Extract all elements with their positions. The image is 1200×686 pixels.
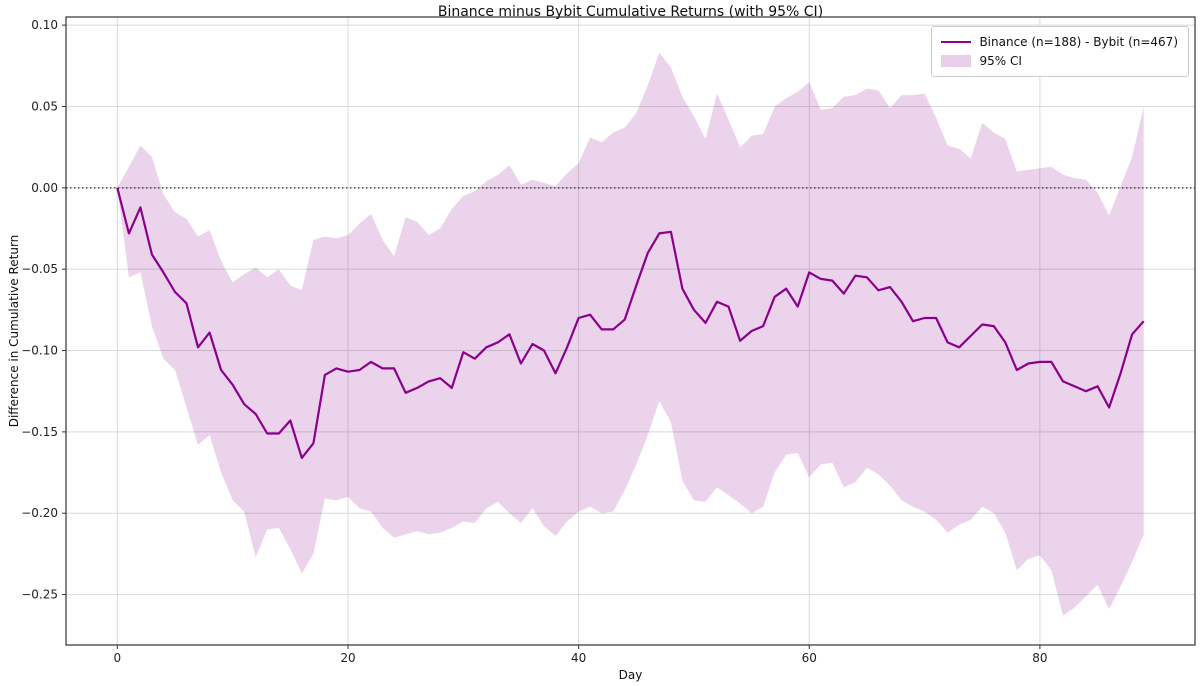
y-tick-label: −0.15	[21, 425, 58, 439]
x-tick-label: 40	[571, 651, 586, 665]
chart-title: Binance minus Bybit Cumulative Returns (…	[437, 4, 824, 20]
legend-line-swatch	[941, 41, 972, 44]
axes-frame	[65, 16, 1196, 646]
legend-series-label: Binance (n=188) - Bybit (n=467)	[979, 35, 1178, 49]
legend: Binance (n=188) - Bybit (n=467) 95% CI	[931, 26, 1189, 78]
y-axis-label: Difference in Cumulative Return	[7, 234, 21, 428]
legend-item-ci: 95% CI	[941, 52, 1178, 71]
confidence-band	[117, 52, 1144, 616]
y-tick-label: 0.10	[31, 18, 58, 32]
y-tick-label: −0.05	[21, 262, 58, 276]
x-tick-label: 20	[340, 651, 355, 665]
y-tick-label: −0.25	[21, 588, 58, 602]
x-tick-label: 0	[113, 651, 121, 665]
legend-ci-label: 95% CI	[979, 53, 1022, 68]
legend-item-series: Binance (n=188) - Bybit (n=467)	[941, 33, 1178, 52]
x-axis-label: Day	[618, 668, 643, 682]
x-tick-label: 60	[802, 651, 817, 665]
legend-ci-swatch	[941, 54, 972, 67]
difference-line	[116, 187, 1145, 459]
x-tick-label: 80	[1032, 651, 1047, 665]
y-tick-label: −0.20	[21, 506, 58, 520]
y-tick-label: 0.00	[31, 181, 58, 195]
y-tick-label: 0.05	[31, 99, 58, 113]
y-tick-label: −0.10	[21, 344, 58, 358]
